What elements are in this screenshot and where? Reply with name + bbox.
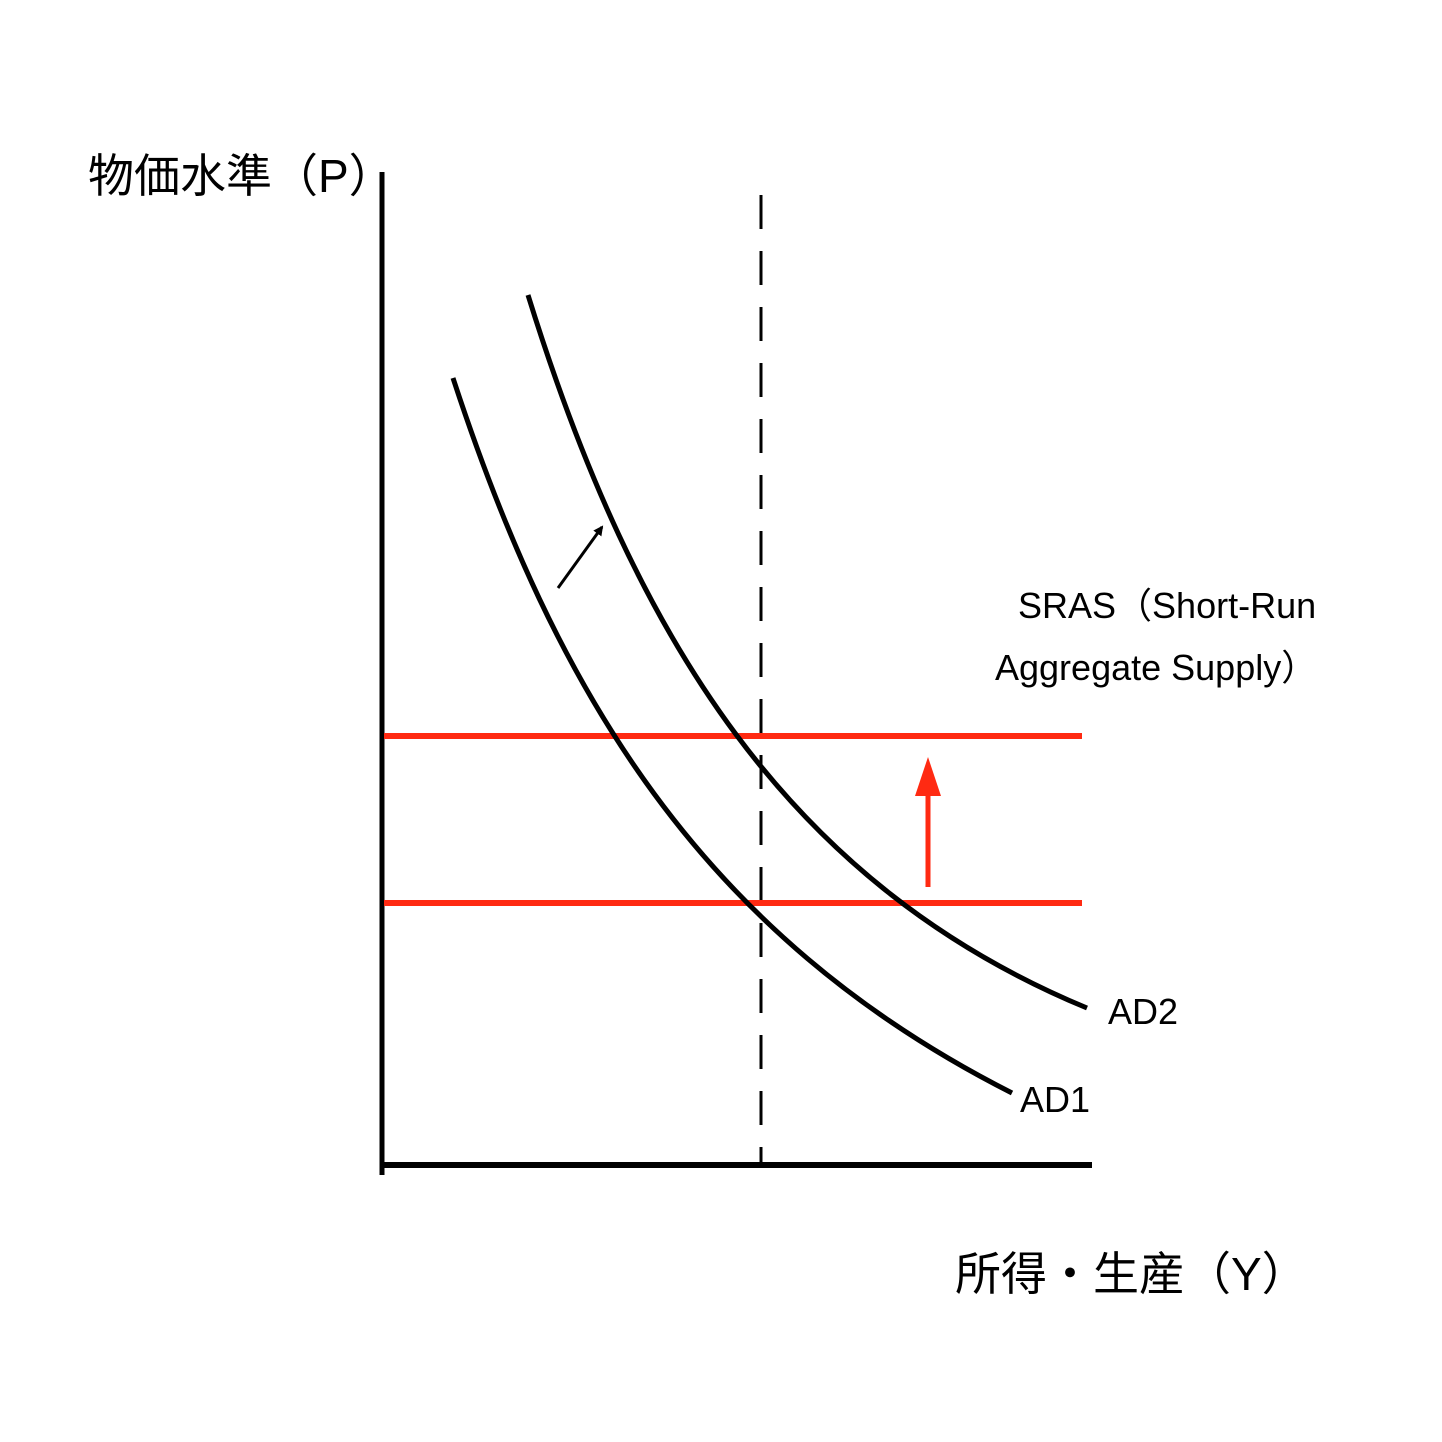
y-axis-label: 物価水準（P） bbox=[88, 150, 395, 202]
ad-shift-arrow bbox=[556, 525, 604, 589]
sras-label: Aggregate Supply） bbox=[995, 647, 1317, 688]
ad1-curve bbox=[450, 377, 1014, 1096]
ad2-label: AD2 bbox=[1108, 991, 1178, 1032]
sras-shift-arrowhead bbox=[915, 757, 941, 796]
ad1-label: AD1 bbox=[1020, 1079, 1090, 1120]
x-axis-label: 所得・生産（Y） bbox=[955, 1248, 1308, 1300]
sras-label: SRAS（Short-Run bbox=[1018, 585, 1316, 626]
ad2-curve bbox=[525, 294, 1088, 1011]
